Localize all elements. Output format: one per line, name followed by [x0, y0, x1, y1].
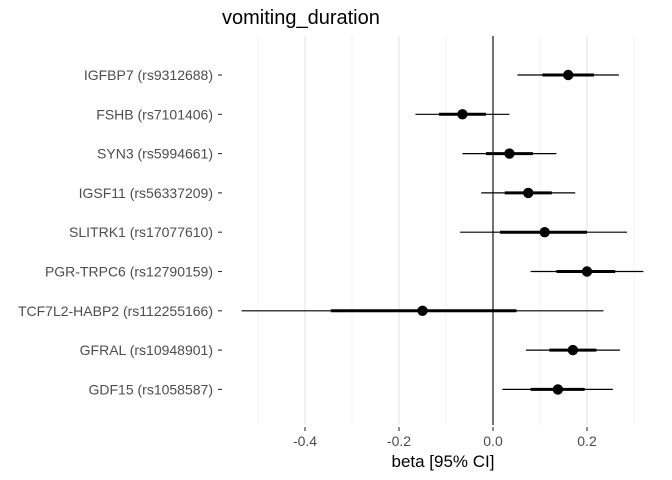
point-estimate	[563, 69, 574, 81]
point-estimate	[539, 227, 550, 238]
row-label: IGFBP7 (rs9312688)	[84, 67, 213, 83]
estimate-row	[415, 109, 510, 120]
estimate-row	[530, 266, 644, 277]
x-tick-label: 0.0	[483, 433, 503, 449]
estimate-row	[462, 148, 557, 159]
point-estimate	[567, 344, 579, 356]
point-estimate	[504, 148, 515, 159]
estimate-rows	[241, 69, 644, 395]
point-estimate	[552, 384, 564, 395]
point-estimate	[457, 109, 468, 120]
point-estimate	[581, 266, 593, 277]
row-label: GFRAL (rs10948901)	[80, 342, 213, 358]
row-label: SLITRK1 (rs17077610)	[69, 224, 213, 240]
x-axis-ticks: -0.4 -0.2 0.0 0.2	[293, 427, 597, 449]
estimate-row	[525, 344, 620, 356]
point-estimate	[523, 187, 534, 199]
row-label: SYN3 (rs5994661)	[97, 146, 213, 162]
estimate-row	[241, 305, 604, 316]
estimate-row	[460, 227, 627, 238]
y-axis-labels: IGFBP7 (rs9312688) FSHB (rs7101406) SYN3 (…	[18, 67, 222, 397]
row-label: FSHB (rs7101406)	[96, 106, 213, 122]
point-estimate	[417, 305, 428, 316]
estimate-row	[502, 384, 613, 395]
x-tick-label: 0.2	[577, 433, 597, 449]
x-tick-label: -0.2	[387, 433, 411, 449]
row-label: TCF7L2-HABP2 (rs112255166)	[18, 303, 213, 319]
chart-title: vomiting_duration	[222, 7, 380, 29]
row-label: IGSF11 (rs56337209)	[79, 185, 213, 201]
x-axis-title: beta [95% CI]	[391, 452, 494, 471]
row-label: GDF15 (rs1058587)	[88, 381, 213, 397]
estimate-row	[481, 187, 576, 199]
grid-lines	[257, 36, 635, 425]
x-tick-label: -0.4	[293, 433, 317, 449]
row-label: PGR-TRPC6 (rs12790159)	[45, 264, 213, 280]
estimate-row	[517, 69, 619, 81]
